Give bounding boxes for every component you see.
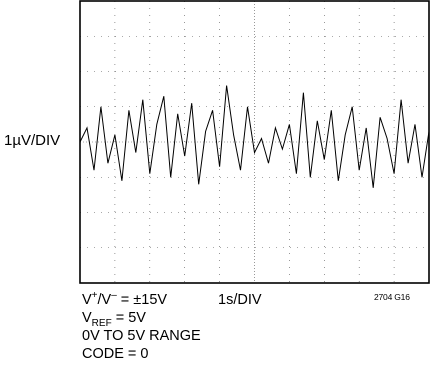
figure-id: 2704 G16 (374, 292, 410, 302)
range-condition: 0V TO 5V RANGE (82, 328, 201, 344)
x-axis-label: 1s/DIV (218, 292, 262, 308)
supply-condition: V+/V– = ±15V (82, 290, 168, 308)
vref-condition: VREF = 5V (82, 310, 146, 329)
noise-trace (79, 85, 430, 188)
grid-lines (80, 1, 429, 283)
code-condition: CODE = 0 (82, 346, 149, 362)
y-axis-label: 1µV/DIV (4, 132, 61, 149)
